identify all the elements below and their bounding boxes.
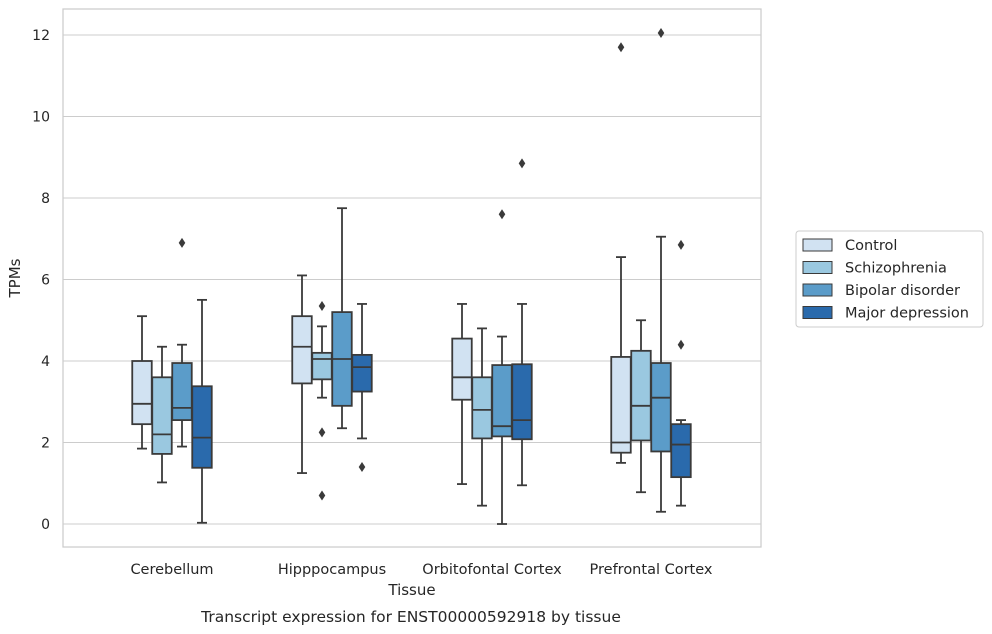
box-bipolar-disorder [650, 27, 672, 513]
x-tick-label: Hipppocampus [278, 562, 386, 578]
box-major-depression [351, 303, 373, 472]
outlier-point [617, 42, 625, 53]
outlier-point [677, 339, 685, 350]
box-body [650, 362, 672, 453]
box-control [131, 315, 153, 450]
legend-label: Major depression [845, 306, 969, 322]
outlier-point [318, 490, 326, 501]
box-body [451, 337, 473, 401]
box-bipolar-disorder [491, 209, 513, 525]
box-body [171, 362, 193, 421]
legend-swatch [802, 261, 833, 274]
y-axis-ticks: 0 2 4 6 8 10 12 [32, 28, 50, 533]
box-major-depression [511, 158, 533, 487]
box-control [291, 274, 313, 474]
y-tick-label: 6 [41, 273, 50, 289]
grid-lines [63, 34, 761, 525]
x-axis-ticks: Cerebellum Hipppocampus Orbitofontal Corte… [130, 562, 712, 578]
box-schizophrenia [630, 319, 652, 494]
legend-label: Bipolar disorder [845, 283, 960, 299]
box-body [291, 315, 313, 385]
plot-area [62, 8, 762, 548]
box-body [670, 423, 692, 479]
box-body [151, 376, 173, 455]
outlier-point [677, 239, 685, 250]
box-schizophrenia [151, 345, 173, 484]
legend-label: Control [845, 238, 897, 254]
x-axis-label: Tissue [387, 581, 435, 599]
outlier-point [518, 158, 526, 169]
y-axis-label: TPMs [6, 258, 24, 298]
legend-swatch [802, 283, 833, 297]
box-body [191, 385, 213, 469]
outlier-point [318, 427, 326, 438]
x-tick-label: Cerebellum [130, 562, 213, 578]
box-control [610, 42, 632, 464]
box-major-depression [670, 239, 692, 507]
box-schizophrenia [311, 300, 333, 501]
box-body [131, 360, 153, 426]
x-tick-label: Prefrontal Cortex [590, 562, 713, 578]
legend-swatch [802, 238, 833, 252]
box-bipolar-disorder [331, 207, 353, 430]
legend: Control Schizophrenia Bipolar disorder Majo… [795, 230, 984, 328]
legend-frame [795, 230, 984, 328]
boxes [131, 27, 692, 525]
box-schizophrenia [471, 327, 493, 507]
y-tick-label: 2 [41, 436, 50, 452]
box-body [351, 353, 373, 393]
x-tick-label: Orbitofontal Cortex [422, 562, 562, 578]
y-tick-label: 12 [32, 28, 50, 44]
outlier-point [178, 237, 186, 248]
outlier-point [358, 461, 366, 472]
box-body [630, 349, 652, 442]
chart-title: Transcript expression for ENST0000059291… [200, 608, 621, 626]
legend-swatch [802, 306, 833, 319]
box-major-depression [191, 298, 213, 524]
outlier-point [498, 209, 506, 220]
box-body [511, 363, 533, 441]
y-tick-label: 4 [41, 354, 50, 370]
y-tick-label: 0 [41, 517, 50, 533]
outlier-point [657, 27, 665, 38]
box-bipolar-disorder [171, 237, 193, 448]
box-body [471, 376, 493, 440]
y-tick-label: 8 [41, 191, 50, 207]
outlier-point [318, 300, 326, 311]
y-tick-label: 10 [32, 110, 50, 126]
box-body [311, 351, 333, 381]
box-control [451, 303, 473, 485]
legend-label: Schizophrenia [845, 261, 947, 277]
box-body [610, 356, 632, 454]
